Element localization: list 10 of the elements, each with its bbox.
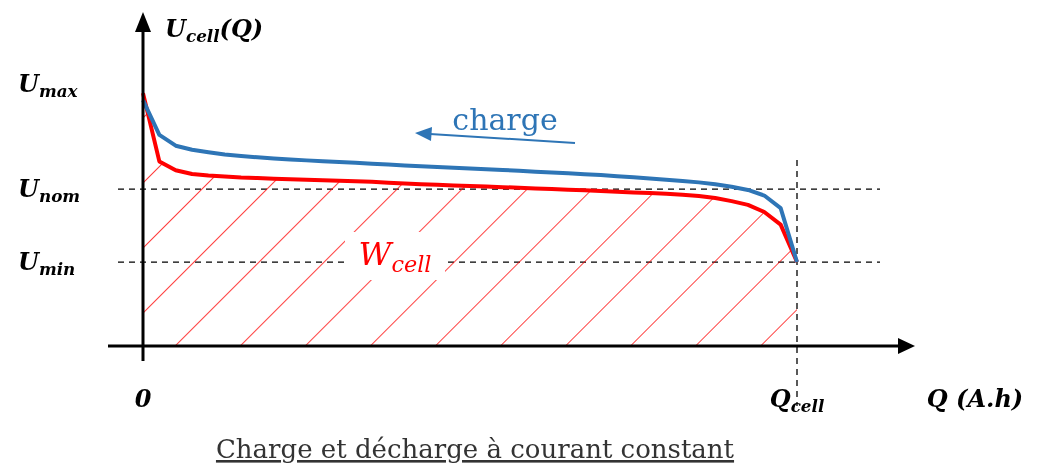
x-tick-label: Q$_{cell}$ [769, 384, 825, 417]
annotation: W$_{cell}$ [358, 235, 432, 277]
ref-line-label: U$_{min}$ [18, 247, 76, 280]
annotation: charge [452, 102, 558, 137]
text: U$_{max}$ [18, 69, 79, 102]
ref-line-label: U$_{nom}$ [18, 174, 81, 207]
text: Charge et décharge à courant constant [215, 434, 735, 464]
y-axis-title: U$_{cell}$(Q) [165, 14, 264, 47]
x-axis-title: Q (A.h) [926, 384, 1024, 413]
x-tick-label: 0 [134, 384, 152, 413]
